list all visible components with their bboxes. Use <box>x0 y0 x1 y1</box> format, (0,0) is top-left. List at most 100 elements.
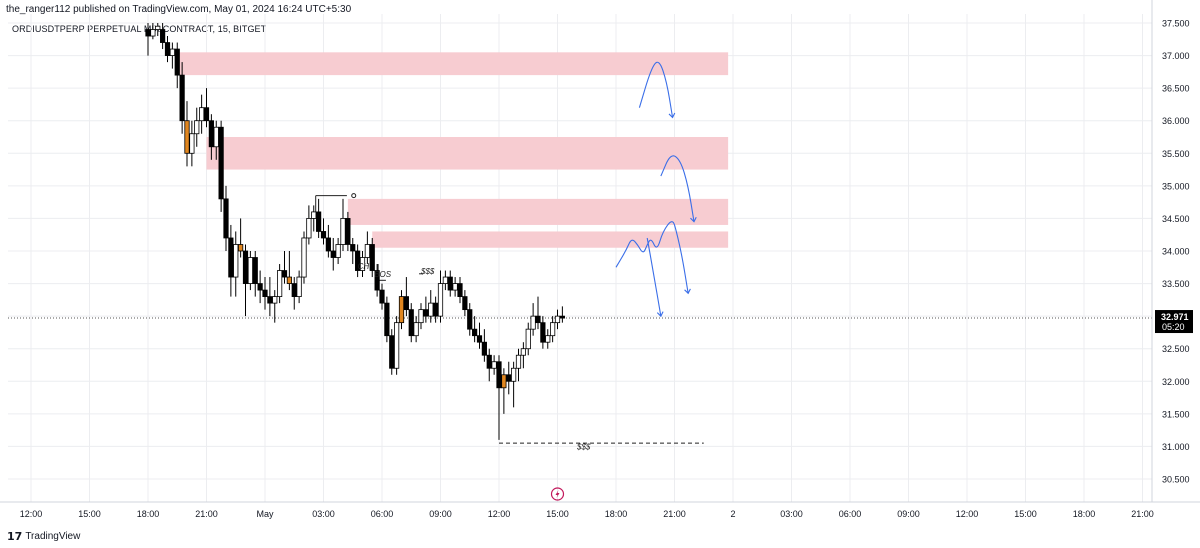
tradingview-brand[interactable]: 17 TradingView <box>7 530 80 543</box>
candle-body <box>330 250 336 258</box>
time-tick-label: 09:00 <box>897 509 920 519</box>
candle-body <box>174 48 180 76</box>
candle-body <box>233 244 239 278</box>
projection-arrowhead <box>656 311 664 318</box>
candle-body <box>535 315 541 324</box>
candlestick-chart[interactable]: CH BOS $$$ $$$ 37.500 37.000 36.500 36.000 35.5… <box>0 0 1200 526</box>
candles <box>145 23 565 440</box>
time-tick-label: 06:00 <box>371 509 394 519</box>
candle <box>238 218 244 258</box>
candle <box>184 101 190 167</box>
candle <box>384 296 390 343</box>
annotation-label: BOS <box>374 270 392 279</box>
time-tick-label: 18:00 <box>605 509 628 519</box>
projected-paths <box>615 61 697 318</box>
candle-body <box>447 276 453 291</box>
candle-body <box>340 218 346 245</box>
time-tick-label: 15:00 <box>78 509 101 519</box>
candle <box>242 244 249 317</box>
time-tick-label: 21:00 <box>195 509 218 519</box>
candle <box>169 42 175 69</box>
candle-body <box>169 48 175 56</box>
tradingview-logo-icon: 17 <box>7 530 23 543</box>
candle-body <box>345 218 351 245</box>
candle-body <box>291 283 297 298</box>
candle <box>350 237 356 265</box>
liquidity-lines <box>8 193 1152 444</box>
candle-body <box>467 309 473 330</box>
candle-body <box>208 120 214 148</box>
candle <box>540 316 546 349</box>
candle-body <box>223 198 229 239</box>
candle-body <box>398 296 405 324</box>
candle <box>408 303 414 343</box>
candle <box>389 329 395 375</box>
price-tick-label: 35.500 <box>1162 149 1190 159</box>
candle-body <box>413 322 419 337</box>
candle-body <box>160 29 166 43</box>
candle-body <box>379 289 385 304</box>
candle <box>203 88 210 128</box>
time-tick-label: 12:00 <box>488 509 511 519</box>
last-price-countdown: 05:20 <box>1162 322 1185 332</box>
candle-body <box>506 374 512 382</box>
price-tick-label: 31.500 <box>1162 409 1190 419</box>
candle-body <box>472 328 478 337</box>
supply-zones <box>177 52 729 248</box>
candle <box>233 231 239 297</box>
candle-body <box>384 302 390 337</box>
candle-body <box>286 276 292 284</box>
time-tick-label: 2 <box>730 509 735 519</box>
candle-body <box>545 335 551 343</box>
candle-body <box>433 302 439 317</box>
supply-zone <box>372 231 729 248</box>
projection-arrowhead <box>684 288 691 295</box>
candle-body <box>150 29 156 37</box>
candle <box>394 316 400 375</box>
candle <box>311 205 317 232</box>
candle <box>476 322 483 349</box>
candle <box>550 316 556 343</box>
candle <box>306 205 312 245</box>
candle-body <box>145 29 151 37</box>
projection-path <box>638 61 674 118</box>
candle-body <box>262 289 268 298</box>
supply-zone <box>347 198 729 225</box>
candle <box>554 309 561 330</box>
candle-body <box>481 341 487 356</box>
candle <box>442 270 448 291</box>
axes: 37.500 37.000 36.500 36.000 35.500 35.000 34.5… <box>0 0 1200 519</box>
candle-body <box>550 322 556 337</box>
candle <box>472 316 478 343</box>
candle-body <box>501 374 507 389</box>
candle <box>174 42 180 89</box>
time-tick-label: 03:00 <box>312 509 335 519</box>
candle <box>447 270 453 297</box>
projection-path <box>646 237 662 317</box>
candle <box>277 264 283 304</box>
candle <box>496 355 502 440</box>
candle <box>340 198 346 251</box>
price-tick-label: 33.500 <box>1162 279 1190 289</box>
annotation-label: $$$ <box>420 267 435 276</box>
candle <box>486 348 492 382</box>
candle-body <box>530 315 536 330</box>
candle-body <box>164 42 171 56</box>
candle <box>359 251 366 278</box>
candle <box>160 23 166 50</box>
price-tick-label: 32.000 <box>1162 377 1190 387</box>
time-tick-label: 09:00 <box>429 509 452 519</box>
time-tick-label: 18:00 <box>1073 509 1096 519</box>
candle-body <box>511 367 517 382</box>
candle <box>437 270 444 323</box>
candle-body <box>364 244 370 258</box>
candle <box>320 218 327 245</box>
candle <box>374 264 380 297</box>
price-tick-label: 35.000 <box>1162 181 1190 191</box>
lightning-bolt-icon <box>555 490 560 498</box>
candle <box>228 224 234 297</box>
time-tick-label: 12:00 <box>956 509 979 519</box>
candle-body <box>403 296 409 311</box>
candle-body <box>452 283 458 291</box>
candle <box>433 296 439 323</box>
